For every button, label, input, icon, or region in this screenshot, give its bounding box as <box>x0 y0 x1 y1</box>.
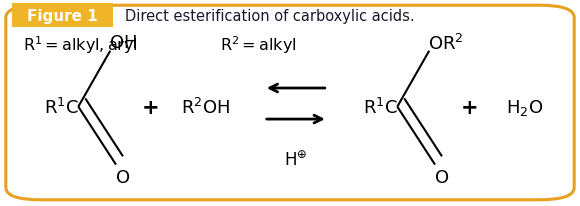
Text: Direct esterification of carboxylic acids.: Direct esterification of carboxylic acid… <box>125 8 414 23</box>
Text: $\mathsf{R^1C}$: $\mathsf{R^1C}$ <box>362 97 397 117</box>
Text: $\mathsf{OR^2}$: $\mathsf{OR^2}$ <box>427 33 463 53</box>
Text: +: + <box>142 97 160 117</box>
FancyBboxPatch shape <box>6 6 574 200</box>
Text: $\mathsf{R^2OH}$: $\mathsf{R^2OH}$ <box>182 97 230 117</box>
Text: $\mathsf{R^1C}$: $\mathsf{R^1C}$ <box>44 97 78 117</box>
FancyBboxPatch shape <box>12 4 113 28</box>
Text: $\mathsf{R^1}$$\mathsf{ = alkyl, aryl}$: $\mathsf{R^1}$$\mathsf{ = alkyl, aryl}$ <box>23 35 138 56</box>
Text: $\mathsf{H_2O}$: $\mathsf{H_2O}$ <box>506 97 543 117</box>
Text: Figure 1: Figure 1 <box>27 8 97 23</box>
Text: $\mathsf{O}$: $\mathsf{O}$ <box>434 168 450 186</box>
Text: +: + <box>461 97 478 117</box>
Text: $\mathsf{OH}$: $\mathsf{OH}$ <box>109 34 137 52</box>
Text: $\mathsf{R^2}$$\mathsf{ = alkyl}$: $\mathsf{R^2}$$\mathsf{ = alkyl}$ <box>220 35 297 56</box>
Text: $\mathsf{O}$: $\mathsf{O}$ <box>115 168 130 186</box>
Text: $\mathsf{H^{\oplus}}$: $\mathsf{H^{\oplus}}$ <box>284 151 307 170</box>
